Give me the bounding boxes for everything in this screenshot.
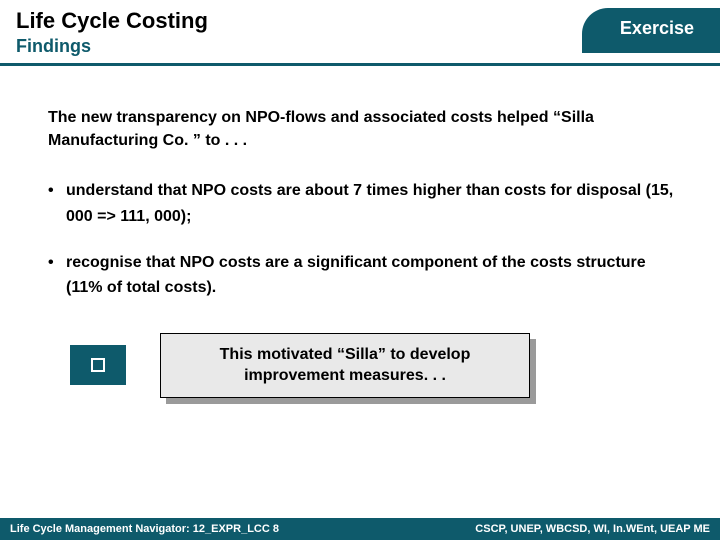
- slide-header: Life Cycle Costing Findings Exercise: [0, 0, 720, 63]
- callout-marker-icon: [70, 345, 126, 385]
- slide-footer: Life Cycle Management Navigator: 12_EXPR…: [0, 518, 720, 540]
- exercise-badge: Exercise: [582, 8, 720, 53]
- intro-text: The new transparency on NPO-flows and as…: [48, 106, 680, 152]
- square-icon: [91, 358, 105, 372]
- bullet-item: understand that NPO costs are about 7 ti…: [48, 178, 680, 229]
- footer-left: Life Cycle Management Navigator: 12_EXPR…: [10, 523, 279, 535]
- callout-box-wrap: This motivated “Silla” to develop improv…: [160, 333, 530, 398]
- footer-right: CSCP, UNEP, WBCSD, WI, In.WEnt, UEAP ME: [475, 523, 710, 535]
- callout-row: This motivated “Silla” to develop improv…: [70, 333, 680, 398]
- bullet-item: recognise that NPO costs are a significa…: [48, 250, 680, 301]
- callout-box: This motivated “Silla” to develop improv…: [160, 333, 530, 398]
- slide-content: The new transparency on NPO-flows and as…: [0, 66, 720, 398]
